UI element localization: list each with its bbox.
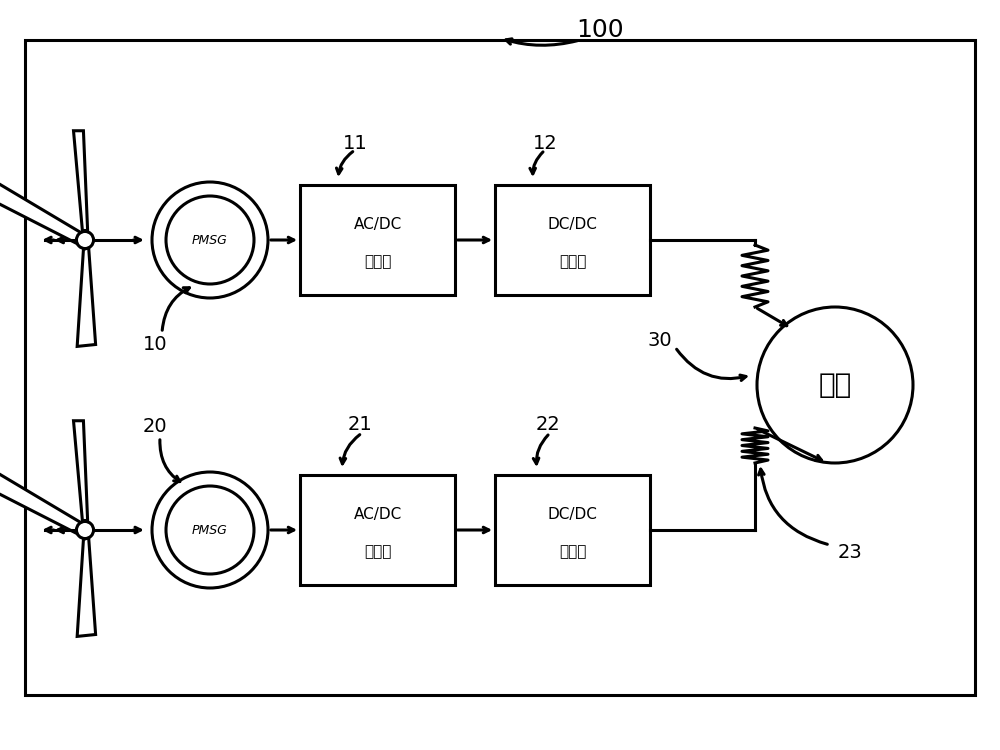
Circle shape — [757, 307, 913, 463]
Text: 12: 12 — [533, 134, 557, 152]
Circle shape — [152, 182, 268, 298]
Polygon shape — [0, 473, 82, 534]
Text: 变流器: 变流器 — [559, 254, 586, 269]
Bar — [25, 40, 975, 695]
Circle shape — [76, 232, 94, 248]
Text: AC/DC: AC/DC — [353, 217, 402, 232]
Text: 负载: 负载 — [818, 371, 852, 399]
Text: 21: 21 — [348, 416, 372, 434]
Polygon shape — [74, 421, 88, 520]
Polygon shape — [77, 538, 96, 637]
Text: 变流器: 变流器 — [559, 544, 586, 560]
Bar — [495, 185, 650, 295]
Text: 10: 10 — [143, 335, 167, 355]
Text: PMSG: PMSG — [192, 233, 228, 247]
Text: 整流器: 整流器 — [364, 544, 391, 560]
Text: 23: 23 — [838, 542, 862, 562]
Text: 20: 20 — [143, 418, 167, 436]
Text: 100: 100 — [576, 18, 624, 42]
Text: 整流器: 整流器 — [364, 254, 391, 269]
Text: 30: 30 — [648, 331, 672, 350]
Text: 22: 22 — [536, 416, 560, 434]
Bar — [495, 475, 650, 585]
Circle shape — [76, 521, 94, 538]
Polygon shape — [74, 130, 88, 230]
Text: 11: 11 — [343, 134, 367, 152]
Polygon shape — [77, 248, 96, 346]
Circle shape — [166, 486, 254, 574]
Bar — [300, 185, 455, 295]
Text: DC/DC: DC/DC — [548, 507, 597, 522]
Text: PMSG: PMSG — [192, 524, 228, 536]
Circle shape — [166, 196, 254, 284]
Circle shape — [152, 472, 268, 588]
Bar — [300, 475, 455, 585]
Polygon shape — [0, 183, 82, 244]
Text: DC/DC: DC/DC — [548, 217, 597, 232]
Text: AC/DC: AC/DC — [353, 507, 402, 522]
